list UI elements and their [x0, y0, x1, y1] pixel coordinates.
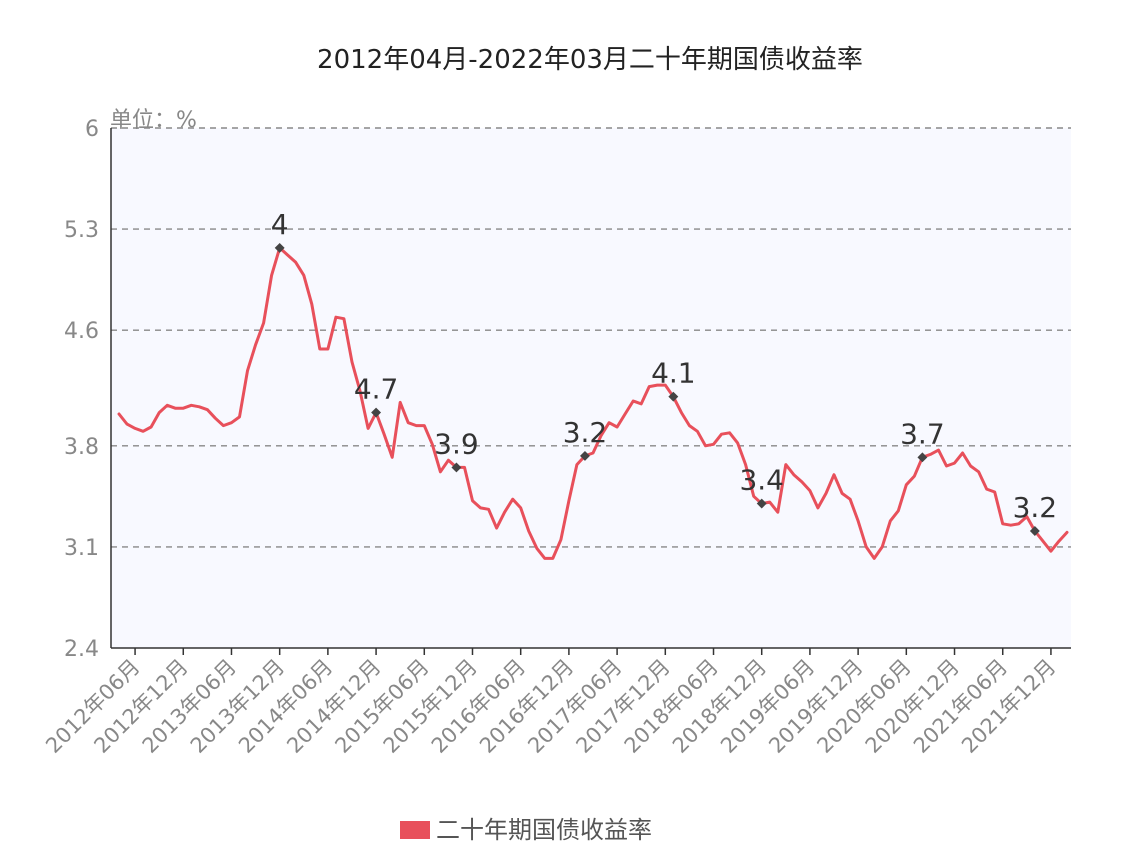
legend-label: 二十年期国债收益率	[436, 816, 652, 844]
data-point-marker[interactable]	[371, 407, 382, 418]
data-label: 3.4	[739, 464, 784, 497]
legend-swatch	[400, 821, 430, 839]
data-label: 4	[271, 208, 289, 241]
y-tick-label: 6	[85, 117, 99, 142]
y-tick-label: 4.6	[64, 319, 99, 344]
data-point-marker[interactable]	[580, 450, 590, 461]
data-label: 4.1	[651, 357, 696, 390]
data-label: 3.2	[1013, 491, 1058, 524]
chart-title: 2012年04月-2022年03月二十年期国债收益率	[317, 45, 863, 75]
series-layer	[117, 246, 1069, 560]
data-label: 3.7	[900, 417, 945, 450]
data-point-marker[interactable]	[1029, 526, 1040, 536]
y-tick-label: 2.4	[64, 637, 99, 662]
data-label: 3.2	[563, 416, 608, 449]
series-line[interactable]	[117, 246, 1069, 560]
data-point-marker[interactable]	[274, 242, 285, 253]
y-tick-label: 3.1	[64, 536, 99, 561]
data-point-marker[interactable]	[756, 498, 767, 509]
grid-lines	[111, 127, 1071, 548]
data-point-marker[interactable]	[451, 462, 462, 473]
data-label: 3.9	[434, 427, 479, 460]
data-label-layer: 4 4.7 3.9 3.2 4.1 3.4 3.7 3.2	[271, 208, 1057, 536]
y-tick-label: 5.3	[64, 218, 99, 243]
legend[interactable]: 二十年期国债收益率	[400, 816, 652, 844]
data-point-marker[interactable]	[668, 391, 679, 402]
unit-label: 单位：%	[110, 108, 197, 133]
data-point-marker[interactable]	[917, 452, 928, 463]
y-tick-label: 3.8	[64, 435, 99, 460]
data-label: 4.7	[354, 373, 399, 406]
plot-area	[111, 128, 1071, 648]
